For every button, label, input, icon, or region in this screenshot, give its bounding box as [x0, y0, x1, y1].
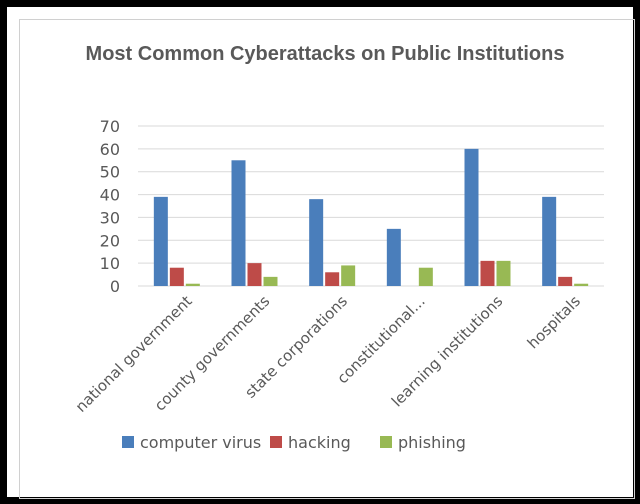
legend-label: hacking: [288, 433, 351, 452]
bar: [231, 160, 246, 286]
y-tick-label: 70: [100, 117, 120, 136]
y-tick-label: 40: [100, 186, 120, 205]
y-tick-label: 10: [100, 254, 120, 273]
legend-label: phishing: [398, 433, 466, 452]
y-tick-label: 30: [100, 208, 120, 227]
x-tick-label: hospitals: [524, 292, 584, 352]
bar: [480, 260, 495, 286]
legend-swatch: [122, 436, 134, 448]
bar: [542, 196, 557, 286]
chart-area: [19, 19, 635, 499]
bar: [418, 267, 433, 286]
bar: [247, 263, 262, 286]
y-tick-label: 50: [100, 163, 120, 182]
bar: [153, 196, 168, 286]
bar: [325, 272, 340, 286]
bar: [309, 199, 324, 286]
bar: [341, 265, 356, 286]
bar: [558, 276, 573, 286]
bar: [386, 228, 401, 286]
y-tick-label: 60: [100, 140, 120, 159]
bar: [263, 276, 278, 286]
y-tick-label: 20: [100, 231, 120, 250]
bar: [169, 267, 184, 286]
legend-label: computer virus: [140, 433, 261, 452]
bar: [574, 283, 589, 286]
bar: [464, 148, 479, 286]
legend-swatch: [270, 436, 282, 448]
chart-title: Most Common Cyberattacks on Public Insti…: [85, 43, 565, 65]
bar: [496, 260, 511, 286]
y-tick-label: 0: [110, 277, 120, 296]
bar: [185, 283, 200, 286]
legend-swatch: [380, 436, 392, 448]
